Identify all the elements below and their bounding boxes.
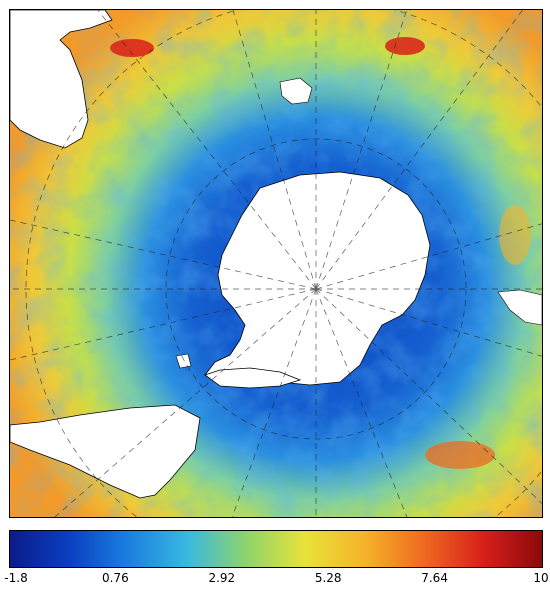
warm-patch: [499, 205, 531, 265]
antarctica-landmass: [204, 171, 431, 386]
colorbar-tick-label: 5.28: [314, 571, 342, 585]
warm-patch: [110, 39, 154, 57]
colorbar-tick-label: 7.64: [421, 571, 448, 585]
sea-temperature-map: [9, 9, 543, 518]
colorbar-tick-label: -1.8: [4, 571, 28, 585]
south-america-landmass: [10, 10, 113, 149]
kerguelen-island: [175, 353, 192, 369]
graticule: [10, 10, 542, 517]
colorbar-tick-label: 10: [533, 571, 549, 585]
south-georgia-island: [279, 77, 313, 105]
warm-patch: [425, 441, 495, 469]
colorbar-tick-label: 2.92: [208, 571, 236, 585]
africa-landmass: [10, 404, 201, 499]
antarctic-peninsula: [204, 367, 302, 389]
australia-landmass: [497, 289, 542, 326]
warm-patch: [385, 37, 425, 55]
colorbar-tick-label: 0.76: [102, 571, 129, 585]
colorbar: [9, 530, 543, 568]
